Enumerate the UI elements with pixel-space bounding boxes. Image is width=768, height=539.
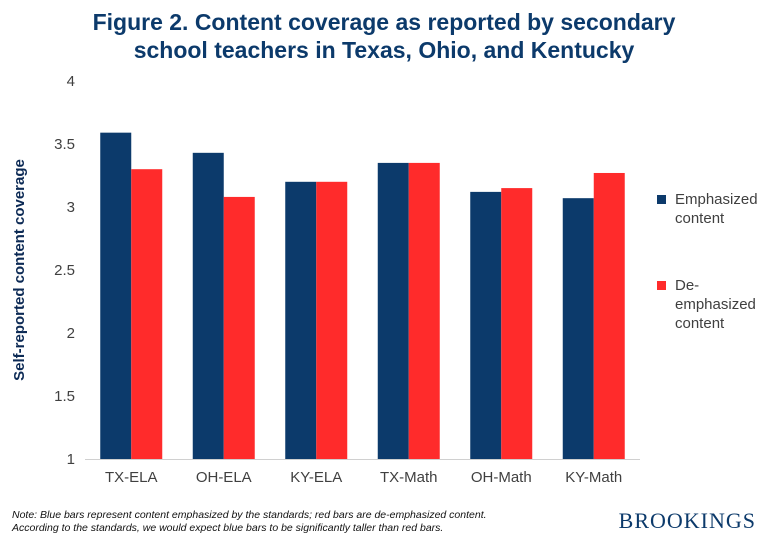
x-tick-label: TX-ELA [105, 469, 158, 486]
footnote-line-2: According to the standards, we would exp… [12, 522, 444, 534]
y-tick-label: 3 [67, 199, 75, 216]
y-tick-label: 3.5 [54, 136, 75, 153]
legend-item-emphasized: Emphasized content [657, 190, 767, 228]
legend: Emphasized content De- emphasized conten… [657, 190, 767, 381]
bar-deemphasized-ky-math [593, 172, 625, 460]
legend-label-deemphasized-line-3: content [675, 315, 725, 332]
x-tick-label: KY-ELA [290, 469, 342, 486]
bar-emphasized-ky-ela [285, 181, 317, 460]
x-tick-label: OH-Math [471, 469, 532, 486]
bar-deemphasized-oh-ela [223, 196, 255, 460]
x-tick-label: OH-ELA [196, 469, 252, 486]
chart-title: Figure 2. Content coverage as reported b… [0, 8, 768, 64]
y-tick-label: 2 [67, 325, 75, 342]
legend-swatch-deemphasized [657, 281, 666, 290]
x-tick-label: TX-Math [380, 469, 438, 486]
brookings-logo: BROOKINGS [618, 508, 756, 533]
chart-title-line-2: school teachers in Texas, Ohio, and Kent… [133, 37, 635, 63]
bar-deemphasized-tx-ela [131, 169, 163, 459]
bar-emphasized-tx-math [377, 162, 409, 459]
bar-emphasized-oh-ela [192, 152, 224, 459]
bar-emphasized-oh-math [470, 191, 502, 459]
legend-swatch-emphasized [657, 195, 666, 204]
footnote: Note: Blue bars represent content emphas… [12, 509, 572, 535]
y-tick-label: 1 [67, 451, 75, 468]
bar-emphasized-tx-ela [100, 132, 132, 459]
legend-item-deemphasized: De- emphasized content [657, 276, 767, 333]
bar-deemphasized-ky-ela [316, 181, 348, 460]
y-axis-label: Self-reported content coverage [11, 159, 28, 381]
chart-title-line-1: Figure 2. Content coverage as reported b… [92, 9, 676, 35]
y-tick-label: 2.5 [54, 262, 75, 279]
legend-label-emphasized-line-1: Emphasized [675, 191, 758, 208]
bar-emphasized-ky-math [562, 198, 594, 459]
legend-label-deemphasized-line-2: emphasized [675, 296, 756, 313]
y-tick-label: 1.5 [54, 388, 75, 405]
bar-deemphasized-oh-math [501, 188, 533, 459]
legend-label-emphasized-line-2: content [675, 210, 725, 227]
plot-area: 1 1.5 2 2.5 3 3.5 4 TX-ELA OH-ELA KY-ELA TX-Math OH… [54, 73, 640, 486]
legend-label-deemphasized-line-1: De- [675, 277, 700, 294]
x-tick-label: KY-Math [565, 469, 622, 486]
y-tick-label: 4 [67, 73, 75, 90]
footnote-line-1: Note: Blue bars represent content emphas… [12, 509, 487, 521]
bar-deemphasized-tx-math [408, 162, 440, 459]
